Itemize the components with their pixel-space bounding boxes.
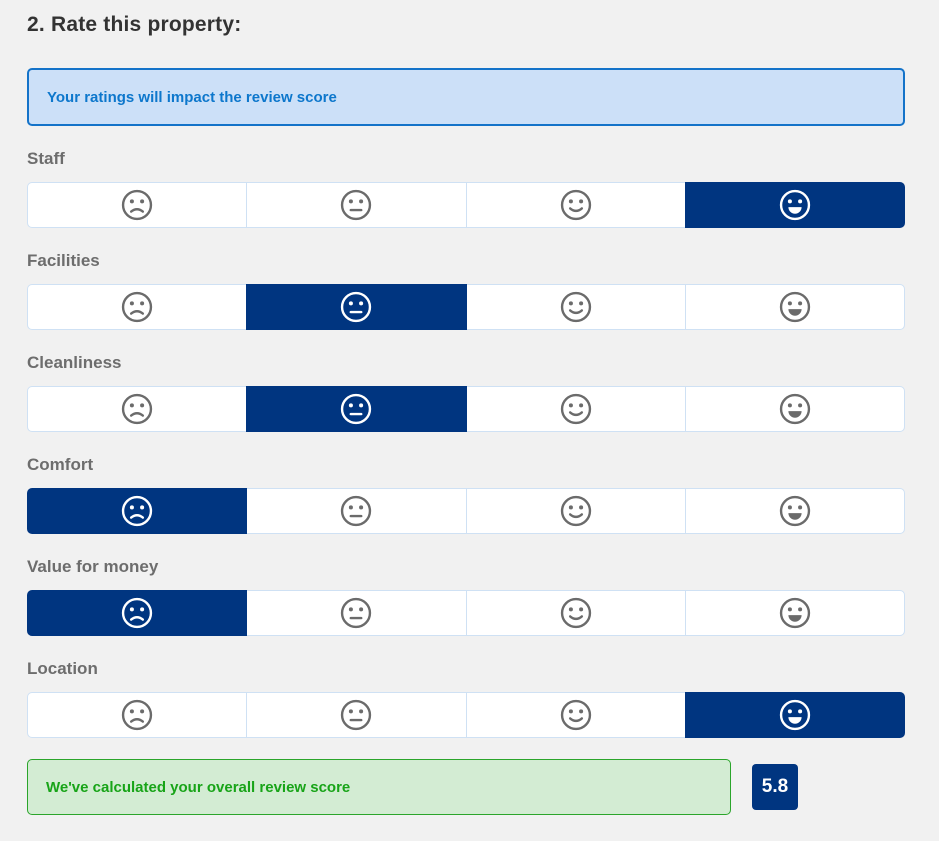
- grin-face-icon: [779, 495, 811, 527]
- score-banner-text: We've calculated your overall review sco…: [46, 778, 351, 796]
- rating-comfort-frown-face[interactable]: [27, 488, 248, 534]
- rating-value-for-money-smile-face[interactable]: [465, 590, 686, 636]
- rating-staff-neutral-face[interactable]: [246, 182, 467, 228]
- category-label-value-for-money: Value for money: [27, 557, 159, 576]
- rating-location-neutral-face[interactable]: [246, 692, 467, 738]
- rating-comfort-smile-face[interactable]: [465, 488, 686, 534]
- category-cleanliness: Cleanliness: [27, 354, 905, 432]
- category-facilities: Facilities: [27, 252, 905, 330]
- rating-comfort-neutral-face[interactable]: [246, 488, 467, 534]
- rating-row-facilities: [27, 284, 905, 330]
- rating-value-for-money-grin-face[interactable]: [684, 590, 905, 636]
- rating-comfort-grin-face[interactable]: [684, 488, 905, 534]
- smile-face-icon: [560, 699, 591, 731]
- rating-categories: Staff Facilities Cleanliness Comfort Value f…: [27, 150, 905, 738]
- smile-face-icon: [560, 597, 591, 629]
- neutral-face-icon: [341, 699, 372, 731]
- category-label-location: Location: [27, 659, 98, 678]
- rating-staff-frown-face[interactable]: [27, 182, 248, 228]
- score-banner: We've calculated your overall review sco…: [27, 759, 731, 815]
- info-banner-text: Your ratings will impact the review scor…: [47, 88, 337, 106]
- frown-face-icon: [121, 699, 153, 731]
- category-comfort: Comfort: [27, 456, 905, 534]
- rating-value-for-money-frown-face[interactable]: [27, 590, 248, 636]
- category-label-cleanliness: Cleanliness: [27, 353, 122, 372]
- frown-face-icon: [121, 495, 153, 527]
- rating-row-cleanliness: [27, 386, 905, 432]
- smile-face-icon: [560, 189, 591, 221]
- frown-face-icon: [121, 291, 153, 323]
- rating-cleanliness-neutral-face[interactable]: [246, 386, 467, 432]
- rate-property-section: 2. Rate this property: Your ratings will…: [27, 13, 905, 815]
- category-value-for-money: Value for money: [27, 558, 905, 636]
- rating-row-location: [27, 692, 905, 738]
- neutral-face-icon: [341, 495, 372, 527]
- rating-row-staff: [27, 182, 905, 228]
- rating-staff-grin-face[interactable]: [684, 182, 905, 228]
- neutral-face-icon: [341, 189, 372, 221]
- category-location: Location: [27, 660, 905, 738]
- overall-score-badge: 5.8: [752, 764, 798, 810]
- frown-face-icon: [121, 597, 153, 629]
- category-label-facilities: Facilities: [27, 251, 100, 270]
- section-heading: 2. Rate this property:: [27, 13, 242, 36]
- rating-location-smile-face[interactable]: [465, 692, 686, 738]
- rating-facilities-frown-face[interactable]: [27, 284, 248, 330]
- rating-location-frown-face[interactable]: [27, 692, 248, 738]
- grin-face-icon: [779, 189, 811, 221]
- grin-face-icon: [779, 393, 811, 425]
- frown-face-icon: [121, 189, 153, 221]
- neutral-face-icon: [341, 597, 372, 629]
- frown-face-icon: [121, 393, 153, 425]
- smile-face-icon: [560, 291, 591, 323]
- rating-staff-smile-face[interactable]: [465, 182, 686, 228]
- rating-facilities-smile-face[interactable]: [465, 284, 686, 330]
- info-banner: Your ratings will impact the review scor…: [27, 68, 905, 126]
- grin-face-icon: [779, 291, 811, 323]
- category-staff: Staff: [27, 150, 905, 228]
- neutral-face-icon: [341, 291, 372, 323]
- grin-face-icon: [779, 699, 811, 731]
- rating-cleanliness-grin-face[interactable]: [684, 386, 905, 432]
- category-label-staff: Staff: [27, 149, 65, 168]
- smile-face-icon: [560, 495, 591, 527]
- grin-face-icon: [779, 597, 811, 629]
- smile-face-icon: [560, 393, 591, 425]
- category-label-comfort: Comfort: [27, 455, 94, 474]
- rating-cleanliness-frown-face[interactable]: [27, 386, 248, 432]
- rating-facilities-neutral-face[interactable]: [246, 284, 467, 330]
- rating-location-grin-face[interactable]: [684, 692, 905, 738]
- overall-score-row: We've calculated your overall review sco…: [27, 759, 905, 815]
- rating-cleanliness-smile-face[interactable]: [465, 386, 686, 432]
- rating-value-for-money-neutral-face[interactable]: [246, 590, 467, 636]
- rating-facilities-grin-face[interactable]: [684, 284, 905, 330]
- rating-row-value-for-money: [27, 590, 905, 636]
- rating-row-comfort: [27, 488, 905, 534]
- neutral-face-icon: [341, 393, 372, 425]
